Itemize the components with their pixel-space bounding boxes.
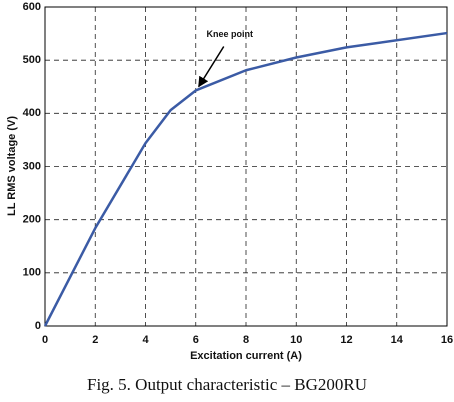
x-tick-label: 10 (290, 334, 302, 346)
y-tick-label: 500 (23, 54, 41, 66)
y-tick-label: 0 (35, 320, 41, 332)
annotation-arrow (198, 46, 225, 88)
y-tick-label: 600 (23, 1, 41, 13)
y-axis-label: LL RMS voltage (V) (6, 116, 18, 216)
x-tick-label: 0 (42, 334, 48, 346)
y-tick-label: 400 (23, 107, 41, 119)
x-tick-label: 12 (340, 334, 352, 346)
y-tick-label: 100 (23, 267, 41, 279)
x-tick-label: 14 (391, 334, 404, 346)
plot-frame (44, 6, 448, 327)
x-tick-label: 6 (193, 334, 199, 346)
x-axis-label: Excitation current (A) (190, 350, 302, 362)
annotation: Knee point (207, 29, 254, 39)
y-tick-label: 200 (23, 214, 41, 226)
x-tick-label: 16 (441, 334, 453, 346)
data-line (43, 31, 448, 327)
x-tick-label: 8 (243, 334, 249, 346)
x-tick-label: 2 (92, 334, 98, 346)
y-tick-label: 300 (23, 160, 41, 172)
x-tick-label: 4 (142, 334, 149, 346)
caption: Fig. 5. Output characteristic – BG200RU (87, 375, 367, 394)
